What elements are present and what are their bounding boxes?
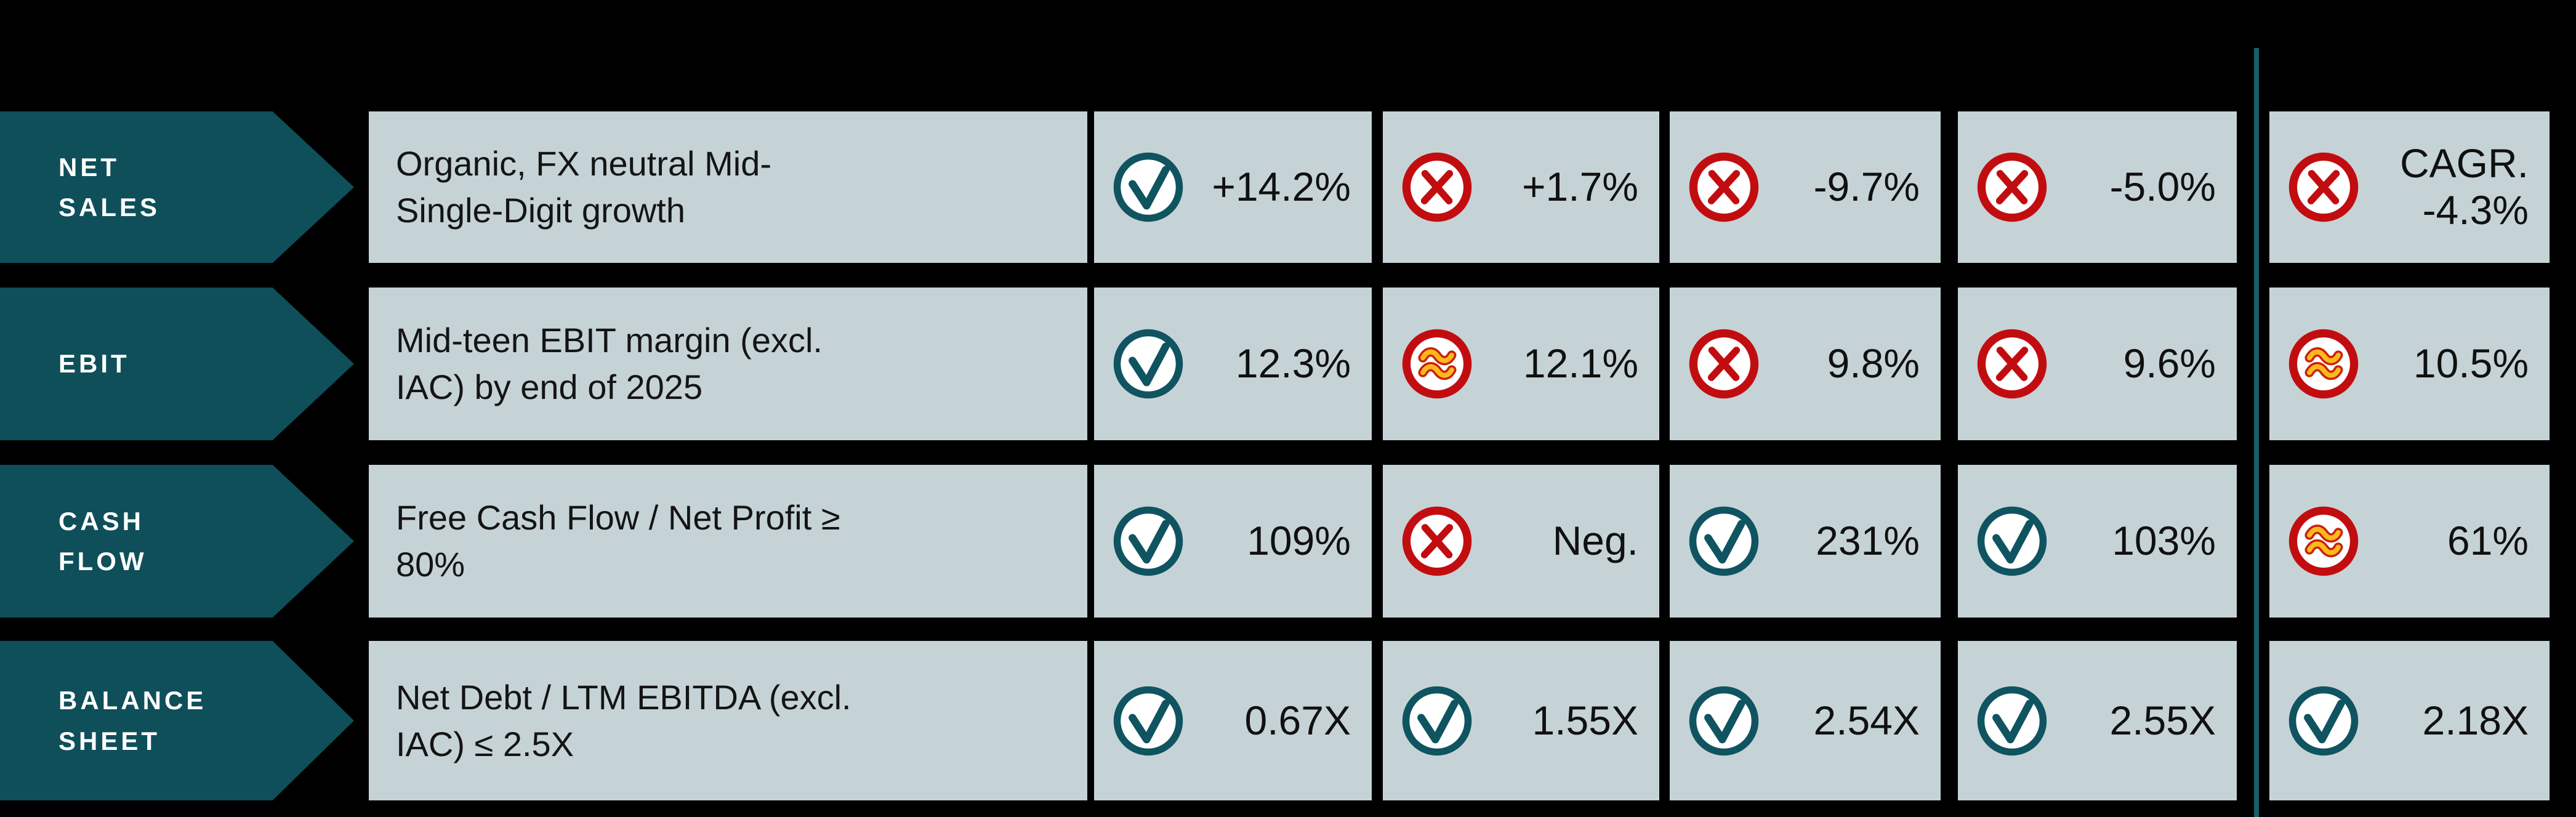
result-cell: 1.55X xyxy=(1383,641,1659,800)
category-label: NET SALES xyxy=(58,152,161,222)
cross-icon xyxy=(1686,149,1762,225)
divider-line xyxy=(2254,48,2259,817)
result-cell: 12.3% xyxy=(1094,288,1372,440)
result-cell: 9.6% xyxy=(1958,288,2237,440)
cross-icon xyxy=(1399,503,1475,579)
result-value: -5.0% xyxy=(2109,164,2216,210)
result-cell: 109% xyxy=(1094,465,1372,618)
result-cell: -9.7% xyxy=(1670,111,1941,263)
check-icon xyxy=(1110,503,1186,579)
approx-icon xyxy=(2285,326,2362,402)
result-cell: 2.18X xyxy=(2269,641,2550,800)
result-value: 109% xyxy=(1247,518,1351,564)
result-cell: 9.8% xyxy=(1670,288,1941,440)
cross-icon xyxy=(1686,326,1762,402)
table-row-ebit: EBIT Mid-teen EBIT margin (excl. IAC) by … xyxy=(0,288,2576,440)
category-arrow: BALANCE SHEET xyxy=(0,641,354,800)
result-cell: 2.54X xyxy=(1670,641,1941,800)
result-value: 2.55X xyxy=(2109,697,2216,743)
table-row-cash-flow: CASH FLOW Free Cash Flow / Net Profit ≥80… xyxy=(0,465,2576,618)
result-cell: CAGR. -4.3% xyxy=(2269,111,2550,263)
check-icon xyxy=(1110,326,1186,402)
result-value: Neg. xyxy=(1552,518,1638,564)
result-cell: 10.5% xyxy=(2269,288,2550,440)
result-value: +14.2% xyxy=(1212,164,1351,210)
result-value: 12.1% xyxy=(1523,340,1638,387)
category-arrow: NET SALES xyxy=(0,111,354,263)
cross-icon xyxy=(2285,149,2362,225)
result-value: -9.7% xyxy=(1813,164,1920,210)
check-icon xyxy=(1110,683,1186,759)
target-description: Free Cash Flow / Net Profit ≥80% xyxy=(369,465,1087,618)
result-value: CAGR. -4.3% xyxy=(2399,140,2529,233)
target-description: Organic, FX neutral Mid- Single-Digit gro… xyxy=(369,111,1087,263)
result-value: 9.6% xyxy=(2123,340,2216,387)
result-value: 61% xyxy=(2447,518,2529,564)
cross-icon xyxy=(1399,149,1475,225)
result-cell: 231% xyxy=(1670,465,1941,618)
result-value: 10.5% xyxy=(2413,340,2529,387)
result-value: 12.3% xyxy=(1235,340,1351,387)
check-icon xyxy=(1974,503,2050,579)
result-value: 231% xyxy=(1816,518,1920,564)
approx-icon xyxy=(1399,326,1475,402)
check-icon xyxy=(1399,683,1475,759)
result-value: 103% xyxy=(2112,518,2216,564)
approx-icon xyxy=(2285,503,2362,579)
table-row-balance-sheet: BALANCE SHEET Net Debt / LTM EBITDA (excl… xyxy=(0,641,2576,800)
target-description: Mid-teen EBIT margin (excl. IAC) by end o… xyxy=(369,288,1087,440)
category-arrow: CASH FLOW xyxy=(0,465,354,618)
result-value: 2.18X xyxy=(2422,697,2529,743)
category-label: EBIT xyxy=(58,349,130,379)
result-cell: +14.2% xyxy=(1094,111,1372,263)
result-value: 2.54X xyxy=(1813,697,1920,743)
table-row-net-sales: NET SALES Organic, FX neutral Mid- Single-… xyxy=(0,111,2576,263)
result-cell: 61% xyxy=(2269,465,2550,618)
result-cell: +1.7% xyxy=(1383,111,1659,263)
check-icon xyxy=(2285,683,2362,759)
cross-icon xyxy=(1974,326,2050,402)
category-label: BALANCE SHEET xyxy=(58,686,207,755)
result-value: 0.67X xyxy=(1244,697,1351,743)
result-cell: Neg. xyxy=(1383,465,1659,618)
cross-icon xyxy=(1974,149,2050,225)
result-cell: 0.67X xyxy=(1094,641,1372,800)
check-icon xyxy=(1686,683,1762,759)
result-cell: 103% xyxy=(1958,465,2237,618)
result-value: 9.8% xyxy=(1827,340,1920,387)
result-cell: 12.1% xyxy=(1383,288,1659,440)
result-cell: -5.0% xyxy=(1958,111,2237,263)
check-icon xyxy=(1974,683,2050,759)
result-cell: 2.55X xyxy=(1958,641,2237,800)
category-label: CASH FLOW xyxy=(58,506,147,576)
target-description: Net Debt / LTM EBITDA (excl. IAC) ≤ 2.5X xyxy=(369,641,1087,800)
check-icon xyxy=(1686,503,1762,579)
result-value: +1.7% xyxy=(1522,164,1638,210)
category-arrow: EBIT xyxy=(0,288,354,440)
check-icon xyxy=(1110,149,1186,225)
result-value: 1.55X xyxy=(1532,697,1638,743)
